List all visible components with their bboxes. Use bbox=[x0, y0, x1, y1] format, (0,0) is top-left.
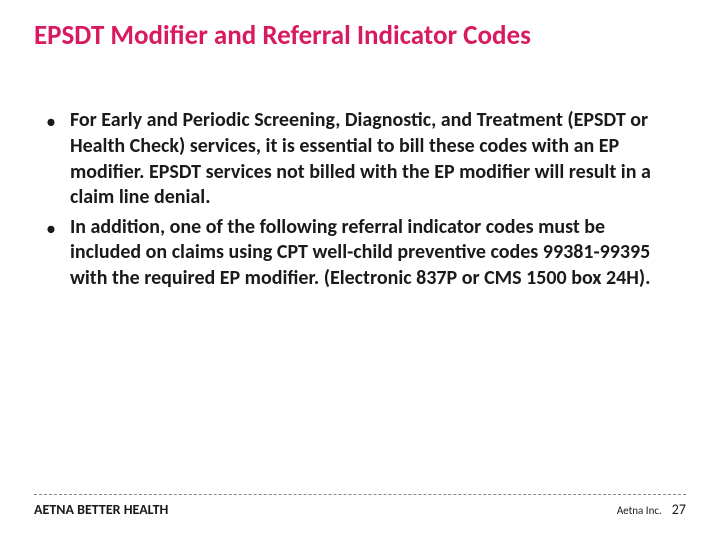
bullet-marker: • bbox=[46, 217, 56, 241]
bullet-item: • In addition, one of the following refe… bbox=[40, 215, 680, 292]
footer-company: Aetna Inc. bbox=[617, 504, 662, 517]
footer-brand: AETNA BETTER HEALTH bbox=[34, 501, 168, 518]
bullet-marker: • bbox=[46, 110, 56, 134]
slide-title: EPSDT Modifier and Referral Indicator Co… bbox=[0, 0, 720, 52]
footer-page-number: 27 bbox=[672, 501, 686, 518]
footer-row: AETNA BETTER HEALTH Aetna Inc. 27 bbox=[34, 501, 686, 518]
bullet-text: For Early and Periodic Screening, Diagno… bbox=[70, 108, 680, 210]
footer-right: Aetna Inc. 27 bbox=[617, 501, 686, 518]
slide-content: • For Early and Periodic Screening, Diag… bbox=[0, 52, 720, 291]
footer-divider bbox=[34, 494, 686, 495]
bullet-item: • For Early and Periodic Screening, Diag… bbox=[40, 108, 680, 210]
bullet-text: In addition, one of the following referr… bbox=[70, 215, 680, 292]
slide-footer: AETNA BETTER HEALTH Aetna Inc. 27 bbox=[34, 494, 686, 518]
